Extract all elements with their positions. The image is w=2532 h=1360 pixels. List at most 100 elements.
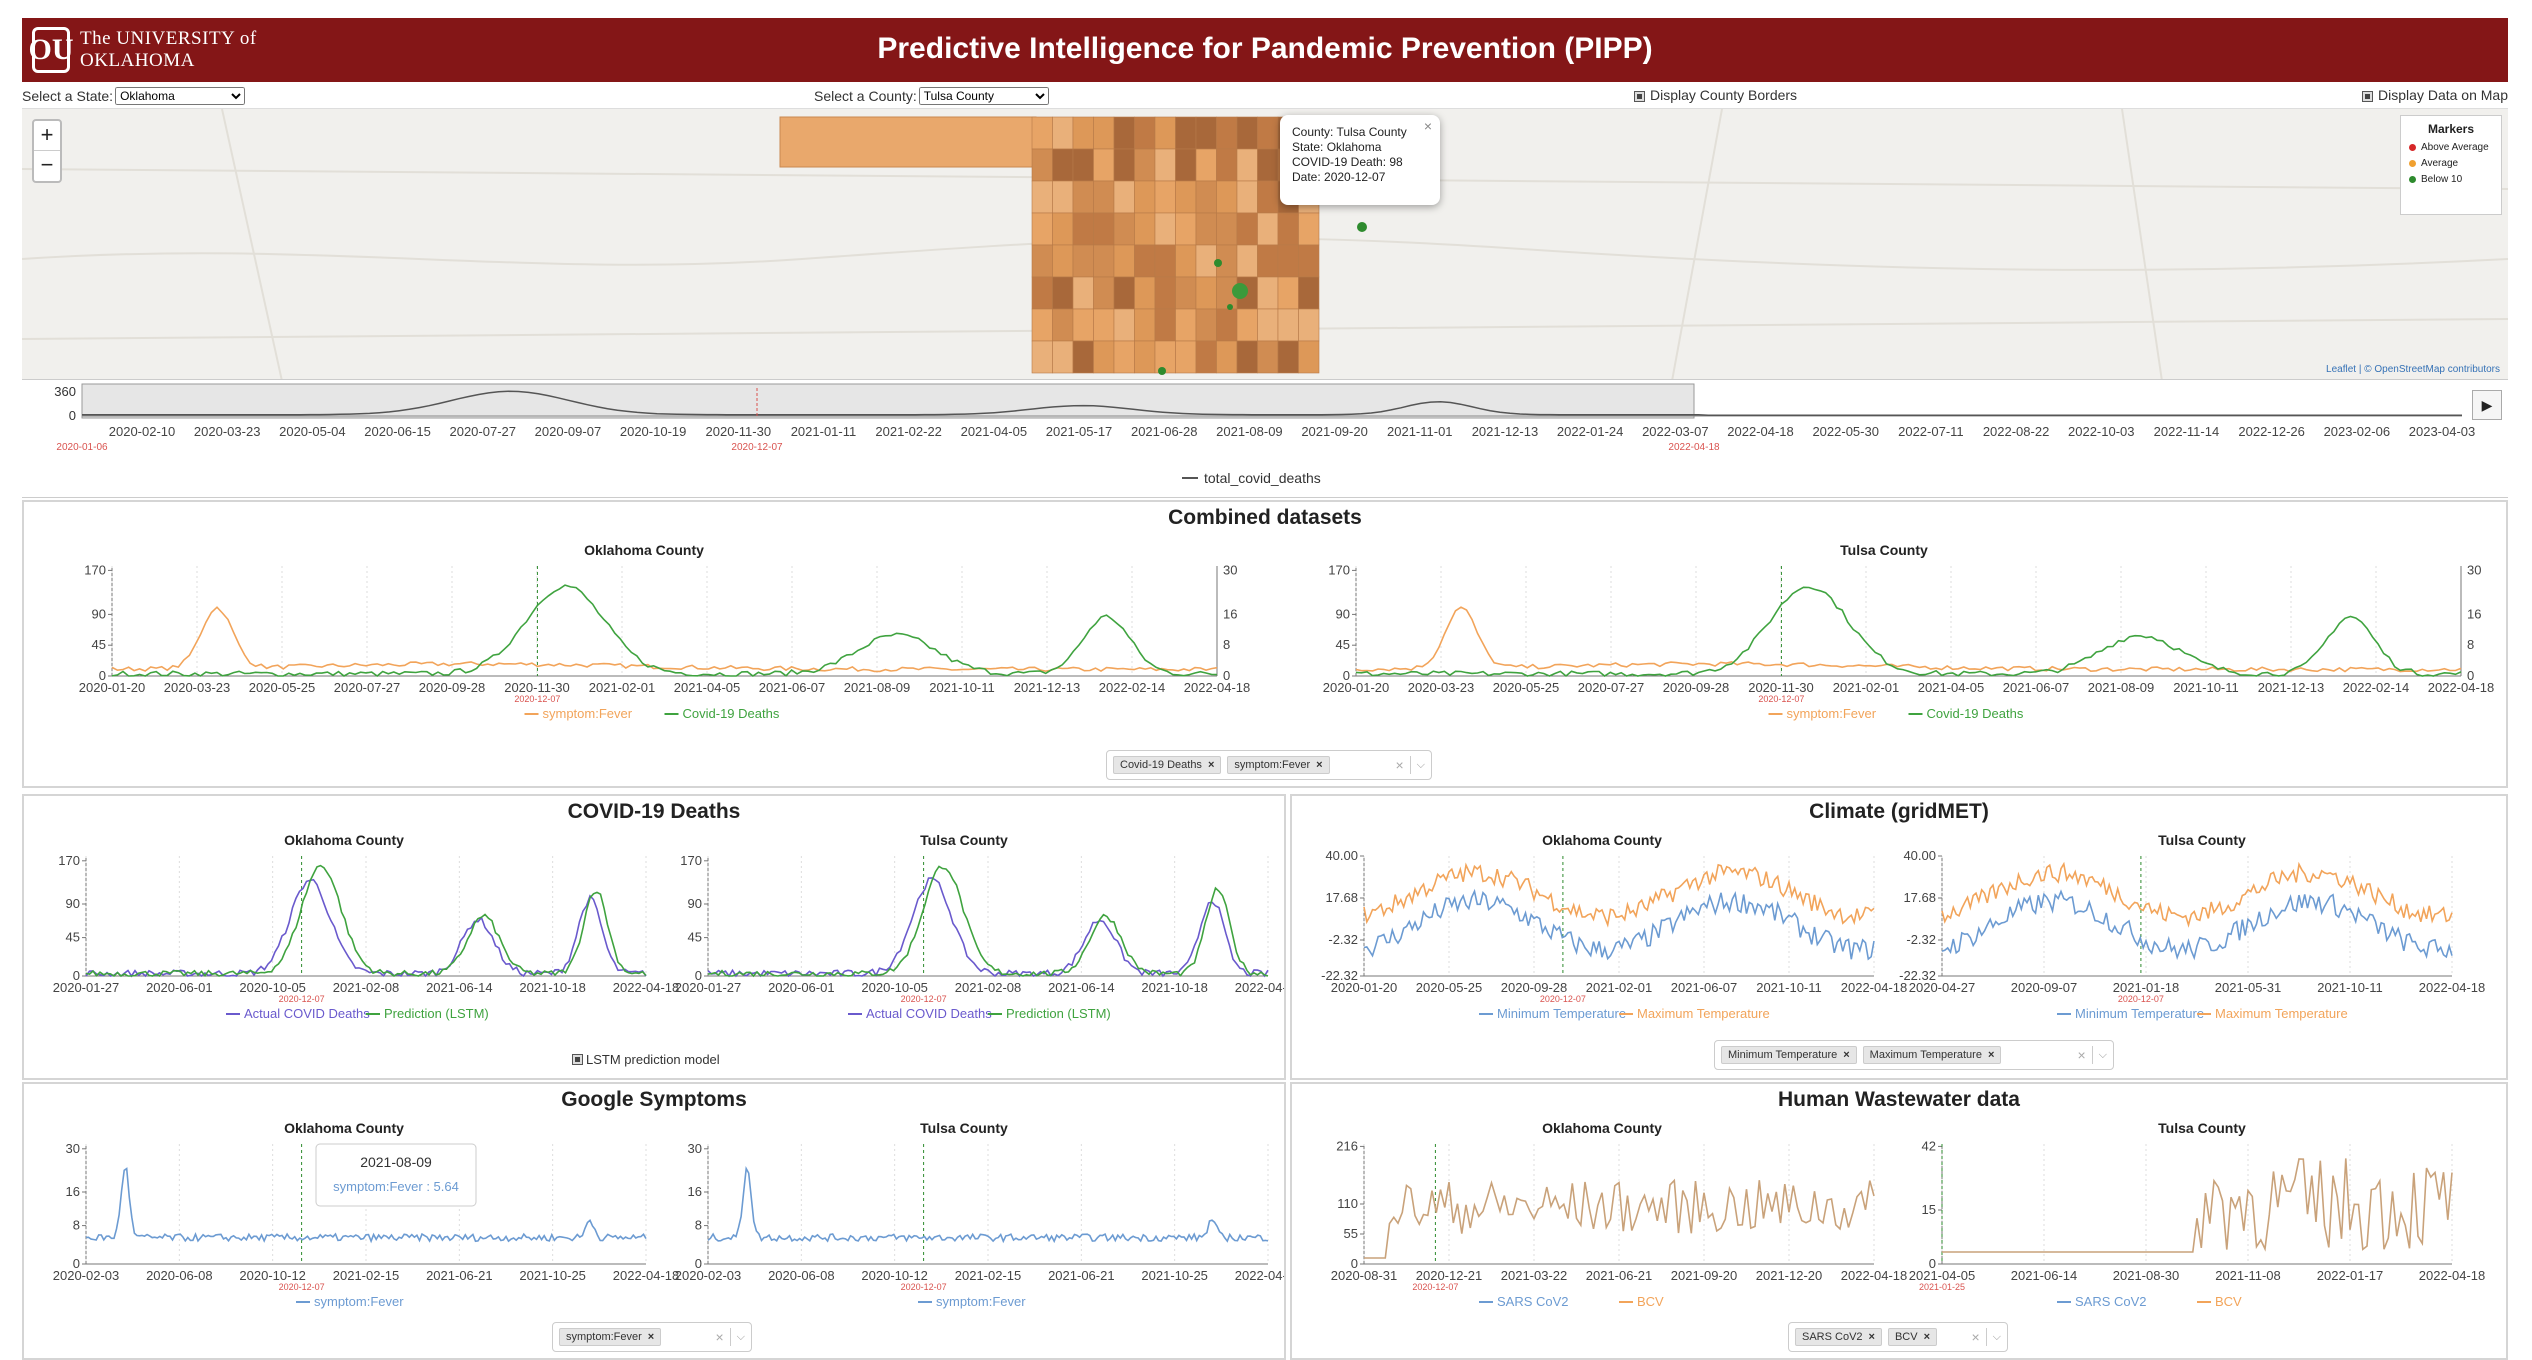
map-view[interactable]: + − × County: Tulsa County State: Oklaho…	[22, 108, 2508, 380]
county-select[interactable]: Tulsa County	[918, 87, 1049, 105]
remove-tag-icon[interactable]: ×	[1923, 1331, 1931, 1343]
display-data-toggle[interactable]: Display Data on Map	[2362, 87, 2508, 103]
climate-panel: Climate (gridMET) Oklahoma County Tulsa …	[1290, 794, 2508, 1080]
county-shape	[1175, 276, 1197, 310]
x-tick-label: 2021-01-18	[2113, 980, 2180, 995]
chevron-down-icon[interactable]: ⌵	[2098, 1048, 2107, 1061]
county-borders-label: Display County Borders	[1650, 87, 1798, 103]
tag-sars-cov2[interactable]: SARS CoV2 ×	[1795, 1328, 1882, 1346]
remove-tag-icon[interactable]: ×	[1843, 1049, 1850, 1061]
chevron-down-icon[interactable]: ⌵	[736, 1330, 745, 1343]
lstm-toggle[interactable]: LSTM prediction model	[572, 1052, 720, 1067]
remove-tag-icon[interactable]: ×	[1316, 759, 1323, 771]
timeline-chart[interactable]: 360 0 2020-02-10 2020-03-23 2020-05-04 2020-0…	[22, 380, 2508, 498]
covid-title: COVID-19 Deaths	[567, 800, 741, 823]
county-shape	[1072, 148, 1094, 182]
orange-dot-icon	[2409, 160, 2416, 167]
covid-charts[interactable]: 2020-01-27 2020-06-01 2020-10-05 2021-02-08…	[24, 846, 1284, 1046]
clear-icon[interactable]: ×	[1971, 1329, 1980, 1345]
timeline-panel: 360 0 2020-02-10 2020-03-23 2020-05-04 2020-0…	[22, 380, 2508, 498]
clear-icon[interactable]: ×	[1395, 757, 1404, 773]
county-shape	[1236, 212, 1258, 246]
legend-label: symptom:Fever	[936, 1294, 1026, 1309]
remove-tag-icon[interactable]: ×	[1868, 1331, 1875, 1343]
x-tick-label: 2021-10-11	[2173, 680, 2239, 695]
county-borders-toggle[interactable]: Display County Borders	[1634, 87, 1797, 103]
display-data-checkbox[interactable]	[2362, 90, 2374, 102]
remove-tag-icon[interactable]: ×	[647, 1331, 655, 1343]
timeline-tick-label: 2021-08-09	[1216, 424, 1283, 439]
deaths-series	[1355, 586, 2462, 678]
y-tick-label: 16	[66, 1184, 80, 1199]
covid-chart: 2020-01-27 2020-06-01 2020-10-05 2021-02-08…	[675, 853, 1284, 1021]
x-tick-label: 2021-10-25	[519, 1268, 586, 1283]
chevron-down-icon[interactable]: ⌵	[1416, 758, 1425, 771]
min-temp-series	[1941, 889, 2453, 961]
x-tick-label: 2022-04-18	[613, 1268, 680, 1283]
combined-charts[interactable]: 2020-01-20 2020-03-23 2020-05-25 2020-07-27…	[24, 556, 2506, 786]
county-shape	[1113, 148, 1135, 182]
y-tick-label: 90	[1336, 606, 1350, 621]
county-borders-checkbox[interactable]	[1634, 90, 1645, 102]
x-tick-label: 2022-04-18	[1235, 980, 1284, 995]
state-control: Select a State: Oklahoma	[22, 87, 246, 105]
county-shape	[1154, 212, 1176, 246]
climate-series-select[interactable]: Minimum Temperature × Maximum Temperature…	[1714, 1040, 2114, 1070]
wastewater-series-select[interactable]: SARS CoV2 × BCV × × ⌵	[1788, 1322, 2008, 1352]
county-shape	[1298, 212, 1320, 246]
x-tick-label: 2022-04-18	[2428, 680, 2495, 695]
y-tick-label: 0	[695, 1256, 702, 1271]
tag-bcv[interactable]: BCV ×	[1887, 1328, 1938, 1346]
timeline-tick-label: 2022-12-26	[2238, 424, 2305, 439]
y-tick-label: 90	[66, 896, 80, 911]
county-marker	[1357, 222, 1367, 232]
selected-date-label: 2020-12-07	[279, 994, 325, 1004]
chevron-down-icon[interactable]: ⌵	[1992, 1330, 2001, 1343]
wastewater-charts[interactable]: 2020-08-31 2020-12-21 2021-03-22 2021-06-21…	[1292, 1134, 2506, 1334]
remove-tag-icon[interactable]: ×	[1207, 759, 1215, 771]
x-tick-label: 2021-02-01	[589, 680, 656, 695]
zoom-in-button[interactable]: +	[34, 121, 60, 151]
county-shape	[1134, 180, 1156, 214]
play-button[interactable]: ▶	[2472, 390, 2502, 420]
deaths-series	[111, 584, 1218, 678]
map-attribution[interactable]: Leaflet | © OpenStreetMap contributors	[2326, 364, 2500, 375]
tag-symptom-fever[interactable]: symptom:Fever ×	[1227, 756, 1330, 774]
tag-min-temp[interactable]: Minimum Temperature ×	[1721, 1046, 1857, 1064]
timeline-tick-label: 2020-10-19	[620, 424, 687, 439]
county-shape	[1277, 212, 1299, 246]
lstm-checkbox[interactable]	[572, 1054, 583, 1065]
x-tick-label: 2020-04-27	[1909, 980, 1976, 995]
county-shape	[1277, 244, 1299, 278]
state-select[interactable]: Oklahoma	[115, 87, 246, 105]
university-logo[interactable]: OU The UNIVERSITY of OKLAHOMA	[29, 24, 322, 76]
x-tick-label: 2020-07-27	[1578, 680, 1645, 695]
climate-charts[interactable]: 2020-01-20 2020-05-25 2020-09-28 2021-02-01…	[1292, 846, 2506, 1046]
timeline-brush	[81, 383, 1695, 419]
popup-close-icon[interactable]: ×	[1423, 118, 1432, 134]
zoom-out-button[interactable]: −	[40, 152, 54, 177]
county-shape	[1031, 180, 1053, 214]
remove-tag-icon[interactable]: ×	[1987, 1049, 1995, 1061]
x-tick-label: 2021-04-05	[1918, 680, 1985, 695]
symptoms-charts[interactable]: 2020-02-03 2020-06-08 2020-10-12 2021-02-15…	[24, 1134, 1284, 1334]
county-shape	[1113, 276, 1135, 310]
y-tick-label: 30	[66, 1141, 80, 1156]
tag-symptom-fever[interactable]: symptom:Fever ×	[559, 1328, 662, 1346]
county-shape	[1031, 148, 1053, 182]
clear-icon[interactable]: ×	[715, 1329, 724, 1345]
y-right-tick-label: 16	[2467, 606, 2481, 621]
clear-icon[interactable]: ×	[2077, 1047, 2086, 1063]
county-shape	[1072, 244, 1094, 278]
fever-series	[111, 606, 1218, 673]
county-shape	[1298, 340, 1320, 374]
x-tick-label: 2022-02-14	[2343, 680, 2410, 695]
county-shape	[1031, 116, 1053, 150]
x-tick-label: 2021-02-15	[333, 1268, 400, 1283]
county-shape	[1175, 148, 1197, 182]
combined-series-select[interactable]: Covid-19 Deaths × symptom:Fever × × ⌵	[1106, 750, 1432, 780]
tag-covid-deaths[interactable]: Covid-19 Deaths ×	[1113, 756, 1222, 774]
tag-max-temp[interactable]: Maximum Temperature ×	[1862, 1046, 2002, 1064]
county-shape	[1134, 308, 1156, 342]
symptoms-series-select[interactable]: symptom:Fever × × ⌵	[552, 1322, 752, 1352]
